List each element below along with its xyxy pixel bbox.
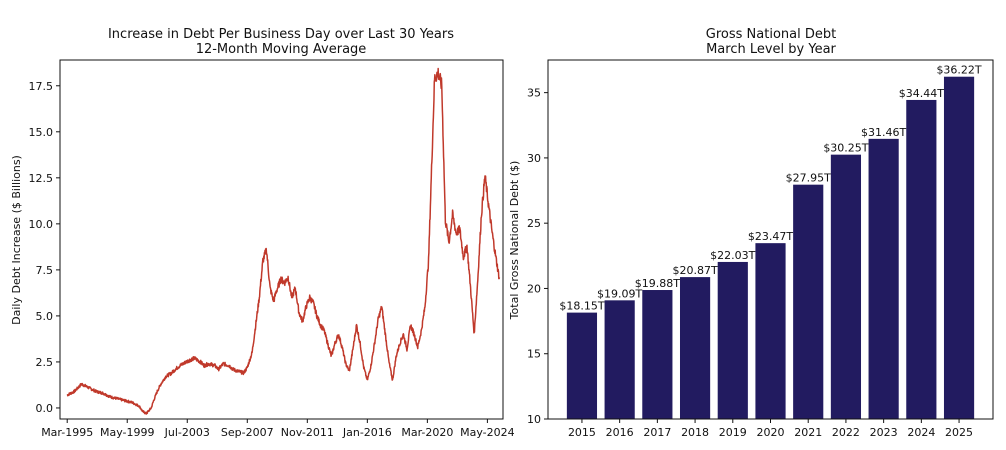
line-chart-subtitle: 12-Month Moving Average — [196, 42, 367, 57]
bar-data-label: $22.03T — [710, 249, 755, 262]
x-tick-label: 2022 — [832, 426, 860, 439]
y-tick-label: 35 — [527, 87, 541, 100]
bar — [604, 300, 635, 419]
bar-chart-bars: $18.15T$19.09T$19.88T$20.87T $22.03T $23.4… — [559, 64, 982, 420]
line-chart-plot-frame — [59, 59, 504, 420]
bar-data-label: $27.95T — [786, 172, 831, 185]
bar-data-label: $34.44T — [899, 87, 944, 100]
line-chart-y-axis: 0.0 2.5 5.0 7.5 10.0 12.5 15.0 17.5 — [29, 80, 60, 415]
line-chart: Increase in Debt Per Business Day over L… — [10, 27, 515, 439]
y-tick-label: 25 — [527, 217, 541, 230]
bar-data-label: $31.46T — [861, 126, 906, 139]
x-tick-label: May-2024 — [460, 426, 515, 439]
bar-chart-plot-frame — [547, 59, 994, 420]
bar — [943, 76, 975, 420]
y-tick-label: 30 — [527, 152, 541, 165]
bar-data-label: $19.88T — [635, 277, 680, 290]
y-tick-label: 2.5 — [36, 356, 54, 369]
x-tick-label: 2025 — [945, 426, 973, 439]
y-tick-label: 10.0 — [29, 218, 54, 231]
bar — [566, 312, 598, 419]
bar-chart-subtitle: March Level by Year — [706, 42, 836, 57]
bar-data-label: $20.87T — [672, 264, 717, 277]
bar-chart-title: Gross National Debt — [706, 27, 836, 42]
x-tick-label: Mar-2020 — [401, 426, 453, 439]
bar-chart-y-axis: 10 15 20 25 30 35 — [527, 87, 548, 426]
y-tick-label: 20 — [527, 282, 541, 295]
x-tick-label: Sep-2007 — [221, 426, 274, 439]
bar — [755, 243, 786, 419]
line-chart-title: Increase in Debt Per Business Day over L… — [108, 27, 454, 42]
x-tick-label: 2021 — [794, 426, 822, 439]
x-tick-label: 2015 — [568, 426, 596, 439]
y-tick-label: 17.5 — [29, 80, 54, 93]
line-chart-x-axis: Mar-1995 May-1999 Jul-2003 Sep-2007 Nov-2011… — [41, 419, 515, 439]
bar-chart: Gross National Debt March Level by Year … — [508, 27, 994, 439]
bar-data-label: $18.15T — [559, 300, 604, 313]
bar-data-label: $30.25T — [823, 142, 868, 155]
y-tick-label: 7.5 — [36, 264, 54, 277]
x-tick-label: 2018 — [681, 426, 709, 439]
bar-data-label: $36.22T — [936, 64, 981, 77]
x-tick-label: May-1999 — [100, 426, 155, 439]
bar-chart-x-axis: 2015 2016 2017 2018 2019 2020 2021 2022 2023 2024… — [568, 419, 973, 439]
bar — [906, 99, 937, 419]
bar-data-label: $23.47T — [748, 230, 793, 243]
bar — [868, 138, 899, 419]
y-tick-label: 10 — [527, 413, 541, 426]
x-tick-label: Nov-2011 — [281, 426, 334, 439]
y-tick-label: 5.0 — [36, 310, 54, 323]
x-tick-label: 2024 — [907, 426, 935, 439]
x-tick-label: Jul-2003 — [164, 426, 210, 439]
x-tick-label: 2016 — [606, 426, 634, 439]
bar-chart-y-label: Total Gross National Debt ($) — [508, 161, 521, 321]
series-line — [66, 67, 501, 415]
y-tick-label: 0.0 — [36, 402, 54, 415]
x-tick-label: 2023 — [870, 426, 898, 439]
bar — [830, 154, 862, 419]
y-tick-label: 15 — [527, 348, 541, 361]
x-tick-label: Mar-1995 — [41, 426, 93, 439]
line-chart-y-label: Daily Debt Increase ($ Billions) — [10, 155, 23, 325]
bar — [793, 184, 824, 419]
x-tick-label: Jan-2016 — [342, 426, 392, 439]
x-tick-label: 2017 — [643, 426, 671, 439]
y-tick-label: 12.5 — [29, 172, 54, 185]
bar — [717, 261, 748, 419]
bar — [642, 290, 673, 419]
x-tick-label: 2020 — [757, 426, 785, 439]
y-tick-label: 15.0 — [29, 126, 54, 139]
bar-data-label: $19.09T — [597, 287, 642, 300]
bar — [679, 277, 711, 419]
x-tick-label: 2019 — [719, 426, 747, 439]
